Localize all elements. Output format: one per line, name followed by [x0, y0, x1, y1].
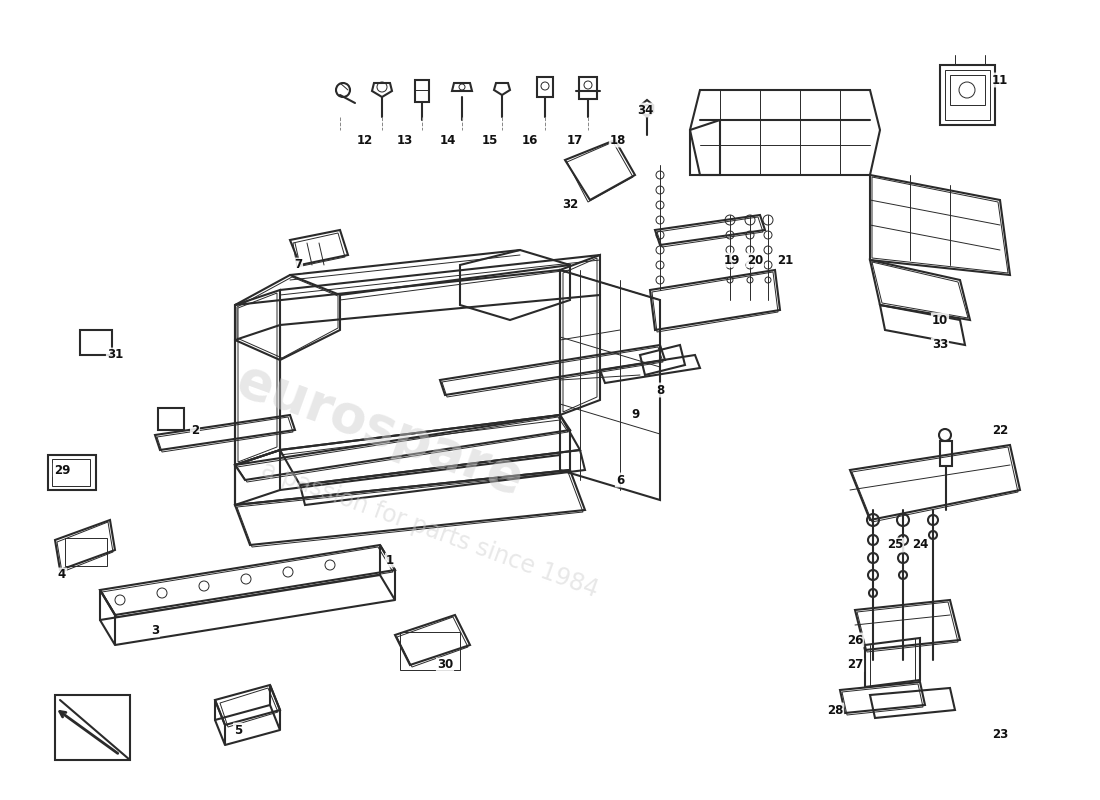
Text: 27: 27 — [847, 658, 864, 671]
Text: 11: 11 — [992, 74, 1008, 86]
Text: 4: 4 — [58, 569, 66, 582]
Text: 23: 23 — [992, 729, 1008, 742]
Bar — [65, 538, 107, 566]
Text: 9: 9 — [631, 409, 639, 422]
Bar — [945, 70, 990, 120]
Text: 25: 25 — [887, 538, 903, 551]
Text: 26: 26 — [847, 634, 864, 646]
Text: 2: 2 — [191, 423, 199, 437]
Text: 29: 29 — [54, 463, 70, 477]
Text: 30: 30 — [437, 658, 453, 671]
Text: 1: 1 — [386, 554, 394, 566]
Bar — [950, 75, 984, 105]
Text: 18: 18 — [609, 134, 626, 146]
Text: 12: 12 — [356, 134, 373, 146]
Text: 5: 5 — [234, 723, 242, 737]
Text: 6: 6 — [616, 474, 624, 486]
Text: 34: 34 — [637, 103, 653, 117]
Text: 15: 15 — [482, 134, 498, 146]
Text: 31: 31 — [107, 349, 123, 362]
Text: 20: 20 — [747, 254, 763, 266]
Text: 28: 28 — [827, 703, 844, 717]
Bar — [400, 632, 460, 670]
Text: a passion for parts since 1984: a passion for parts since 1984 — [258, 458, 602, 602]
Text: 32: 32 — [562, 198, 579, 211]
Text: 10: 10 — [932, 314, 948, 326]
Text: 13: 13 — [397, 134, 414, 146]
Bar — [158, 408, 184, 430]
Bar — [579, 77, 597, 99]
Text: 24: 24 — [912, 538, 928, 551]
Bar — [415, 80, 429, 102]
Bar — [80, 330, 112, 355]
Text: 16: 16 — [521, 134, 538, 146]
Text: eurospare: eurospare — [230, 354, 530, 506]
Text: 14: 14 — [440, 134, 456, 146]
Bar — [52, 459, 90, 486]
Text: 8: 8 — [656, 383, 664, 397]
Bar — [537, 77, 553, 97]
Bar — [940, 441, 952, 466]
Text: 19: 19 — [724, 254, 740, 266]
Text: 17: 17 — [566, 134, 583, 146]
Bar — [940, 65, 996, 125]
Bar — [48, 455, 96, 490]
Text: 7: 7 — [294, 258, 302, 271]
Text: 21: 21 — [777, 254, 793, 266]
Text: 33: 33 — [932, 338, 948, 351]
Text: 3: 3 — [151, 623, 160, 637]
Text: 22: 22 — [992, 423, 1008, 437]
